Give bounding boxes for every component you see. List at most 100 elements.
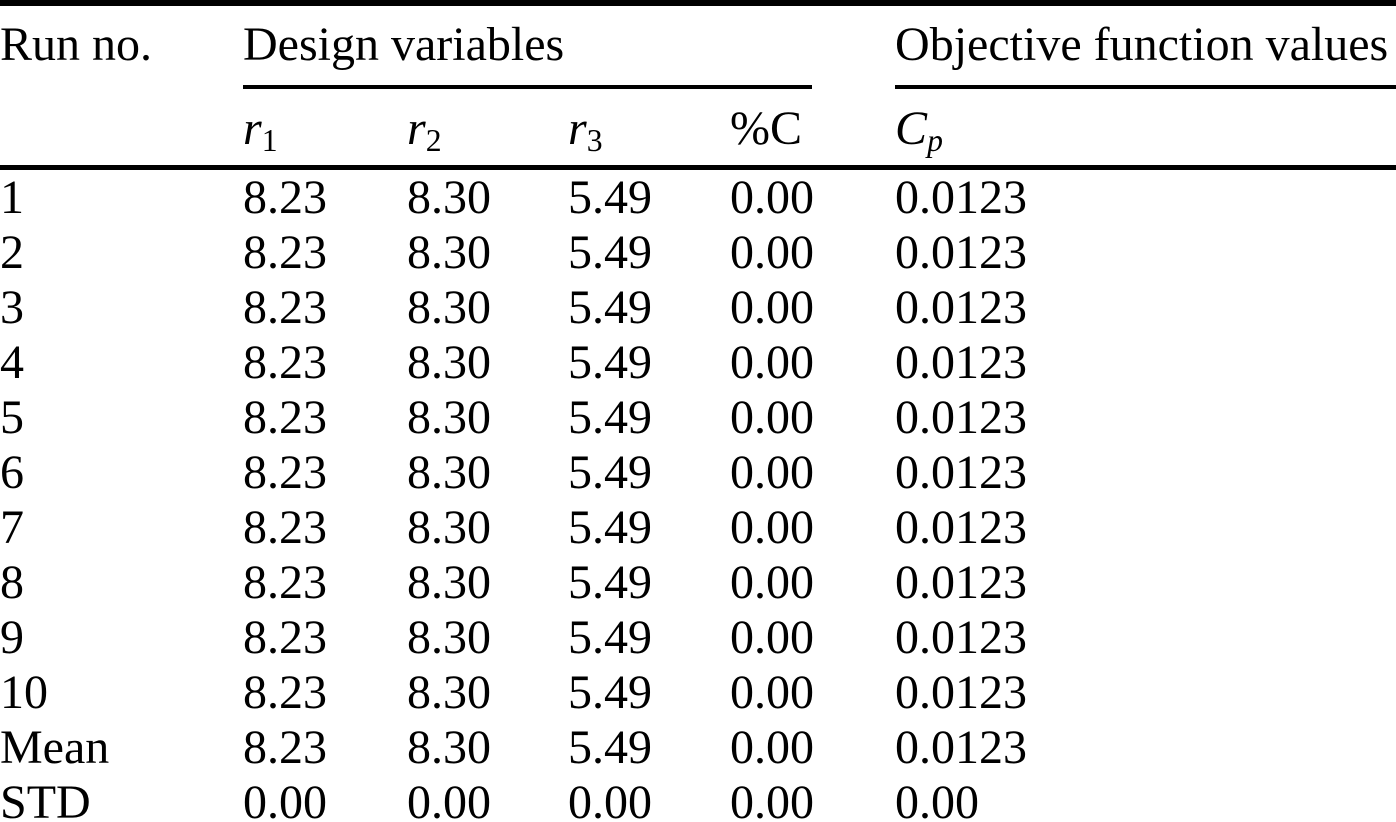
header-design-variables: Design variables [243,0,896,89]
row-label: 4 [0,335,24,389]
cp-base: C [895,102,928,156]
cell-cp: 0.0123 [895,610,1028,664]
header-run-no: Run no. [0,0,243,89]
cell-r2: 8.30 [407,555,491,609]
row-label: 3 [0,280,24,334]
table-row-9: 9 8.23 8.30 5.49 0.00 0.0123 [0,610,1396,665]
r1-base: r [243,102,262,156]
table-row-3: 3 8.23 8.30 5.49 0.00 0.0123 [0,280,1396,335]
cell-pct-c: 0.00 [730,665,814,719]
cell-cp: 0.0123 [895,555,1028,609]
cell-r2: 8.30 [407,610,491,664]
col-header-r2: r2 [407,89,568,170]
row-label: 6 [0,445,24,499]
cell-cp: 0.0123 [895,665,1028,719]
cell-r1: 8.23 [243,390,327,444]
cell-r3: 5.49 [568,610,652,664]
row-label: STD [0,775,243,822]
cell-cp: 0.0123 [895,335,1028,389]
cell-pct-c: 0.00 [730,775,896,822]
row-label: Mean [0,720,110,774]
cell-cp: 0.00 [895,775,1396,822]
cell-r1: 8.23 [243,280,327,334]
cell-r1: 8.23 [243,720,327,774]
pct-c-base: %C [730,102,802,156]
cell-r3: 5.49 [568,170,652,224]
table-row-1: 1 8.23 8.30 5.49 0.00 0.0123 [0,168,1396,226]
cell-pct-c: 0.00 [730,225,814,279]
cell-cp: 0.0123 [895,390,1028,444]
cell-r2: 8.30 [407,335,491,389]
cell-r3: 5.49 [568,500,652,554]
table-row-10: 10 8.23 8.30 5.49 0.00 0.0123 [0,665,1396,720]
row-label: 10 [0,665,48,719]
cell-r1: 8.23 [243,445,327,499]
row-label: 7 [0,500,24,554]
cell-cp: 0.0123 [895,280,1028,334]
table-row-6: 6 8.23 8.30 5.49 0.00 0.0123 [0,445,1396,500]
cell-r3: 5.49 [568,280,652,334]
cell-pct-c: 0.00 [730,280,814,334]
r3-base: r [568,102,587,156]
cell-r1: 0.00 [243,775,407,822]
cell-cp: 0.0123 [895,170,1028,224]
sub-header-empty [0,89,243,170]
cell-pct-c: 0.00 [730,500,814,554]
cell-pct-c: 0.00 [730,555,814,609]
cell-r3: 5.49 [568,665,652,719]
cell-r2: 8.30 [407,445,491,499]
row-label: 1 [0,170,24,224]
table-row-mean: Mean 8.23 8.30 5.49 0.00 0.0123 [0,720,1396,775]
header-design-variables-label: Design variables [243,18,565,71]
cell-pct-c: 0.00 [730,335,814,389]
row-label: 9 [0,610,24,664]
header-objective-function-values: Objective function values [895,0,1396,89]
cell-r3: 5.49 [568,555,652,609]
col-header-cp: Cp [895,89,1396,170]
cell-r1: 8.23 [243,500,327,554]
cell-r1: 8.23 [243,170,327,224]
col-header-r3: r3 [568,89,730,170]
r1-subscript: 1 [261,123,278,159]
cell-cp: 0.0123 [895,445,1028,499]
row-label: 8 [0,555,24,609]
cell-r1: 8.23 [243,665,327,719]
table-row-std: STD 0.00 0.00 0.00 0.00 0.00 [0,775,1396,822]
table-row-2: 2 8.23 8.30 5.49 0.00 0.0123 [0,225,1396,280]
cell-cp: 0.0123 [895,500,1028,554]
r2-subscript: 2 [425,123,442,159]
cell-pct-c: 0.00 [730,610,814,664]
cell-r3: 0.00 [568,775,730,822]
table-row-7: 7 8.23 8.30 5.49 0.00 0.0123 [0,500,1396,555]
row-label: 5 [0,390,24,444]
cell-r1: 8.23 [243,335,327,389]
cell-r2: 8.30 [407,170,491,224]
r3-subscript: 3 [586,123,603,159]
cell-r2: 8.30 [407,280,491,334]
design-variables-rule [243,85,813,89]
cell-r3: 5.49 [568,335,652,389]
cell-r3: 5.49 [568,390,652,444]
cell-r3: 5.49 [568,720,652,774]
table-row-8: 8 8.23 8.30 5.49 0.00 0.0123 [0,555,1396,610]
cell-r2: 8.30 [407,500,491,554]
col-header-pct-c: %C [730,89,896,170]
cell-cp: 0.0123 [895,225,1028,279]
cell-pct-c: 0.00 [730,390,814,444]
cell-r1: 8.23 [243,610,327,664]
group-header-row: Run no. Design variables Objective funct… [0,0,1396,89]
cell-r2: 8.30 [407,390,491,444]
cell-r1: 8.23 [243,555,327,609]
sub-header-row: r1 r2 r3 %C Cp [0,89,1396,170]
cell-r2: 8.30 [407,225,491,279]
header-objective-label: Objective function values [895,18,1389,71]
cell-r1: 8.23 [243,225,327,279]
cell-pct-c: 0.00 [730,445,814,499]
cell-r2: 0.00 [407,775,568,822]
objective-rule [895,85,1396,89]
cell-r3: 5.49 [568,445,652,499]
cp-subscript: p [927,123,943,159]
cell-pct-c: 0.00 [730,170,814,224]
